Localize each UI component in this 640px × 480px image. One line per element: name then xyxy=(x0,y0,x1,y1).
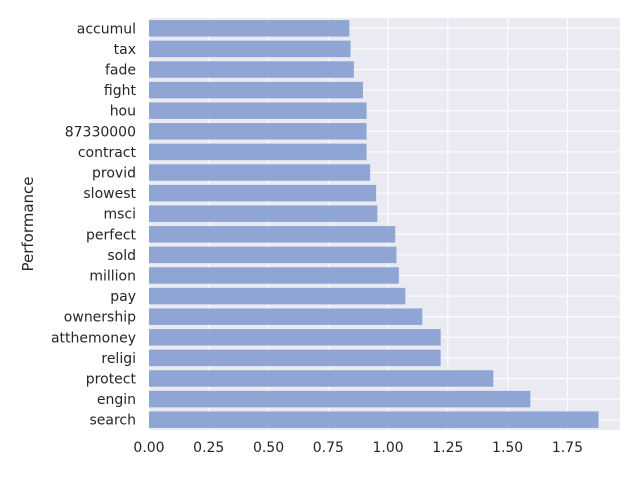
x-tick-labels: 0.00 0.25 0.50 0.75 1.00 1.25 1.50 1.75 xyxy=(133,440,583,456)
y-tick-label: ownership xyxy=(64,310,136,326)
bar-search xyxy=(149,411,599,428)
y-tick-labels: search engin protect religi atthemoney owners… xyxy=(51,21,137,428)
x-tick-label: 0.75 xyxy=(313,440,344,456)
x-tick-label: 0.00 xyxy=(133,440,164,456)
bars xyxy=(149,20,599,428)
bar-religi xyxy=(149,349,441,367)
plot-background xyxy=(149,18,620,430)
y-tick-label: fade xyxy=(105,63,136,79)
y-tick-label: provid xyxy=(92,166,136,182)
y-tick-label: slowest xyxy=(83,186,136,202)
y-tick-label: contract xyxy=(78,145,137,161)
bar-fight xyxy=(149,81,363,99)
bar-slowest xyxy=(149,184,377,202)
y-tick-label: million xyxy=(89,269,136,285)
bar-hou xyxy=(149,102,367,119)
bar-msci xyxy=(149,205,378,222)
bar-atthemoney xyxy=(149,329,441,346)
x-tick-label: 0.25 xyxy=(193,440,224,456)
bar-protect xyxy=(149,370,494,387)
bar-ownership xyxy=(149,308,423,325)
x-tick-label: 0.50 xyxy=(253,440,284,456)
y-tick-label: religi xyxy=(101,351,136,367)
y-tick-label: protect xyxy=(86,372,137,388)
y-tick-label: fight xyxy=(104,83,137,99)
y-tick-label: hou xyxy=(110,104,136,120)
bar-tax xyxy=(149,40,351,58)
y-tick-label: accumul xyxy=(77,21,136,37)
bar-million xyxy=(149,267,399,284)
x-tick-label: 1.50 xyxy=(492,440,523,456)
x-tick-label: 1.75 xyxy=(552,440,583,456)
y-tick-label: tax xyxy=(114,42,136,58)
bar-fade xyxy=(149,61,354,78)
y-axis-title: Performance xyxy=(19,176,37,271)
y-tick-label: perfect xyxy=(86,227,136,243)
y-tick-label: search xyxy=(89,413,136,429)
bar-accumul xyxy=(149,20,350,37)
x-tick-label: 1.25 xyxy=(432,440,463,456)
bar-contract xyxy=(149,143,367,161)
bar-perfect xyxy=(149,226,396,243)
bar-engin xyxy=(149,390,531,408)
bar-pay xyxy=(149,287,406,305)
x-tick-label: 1.00 xyxy=(373,440,404,456)
y-tick-label: pay xyxy=(110,289,136,305)
y-tick-label: engin xyxy=(97,392,136,408)
bar-sold xyxy=(149,246,397,264)
y-tick-label: atthemoney xyxy=(51,330,136,346)
y-tick-label: sold xyxy=(107,248,136,264)
y-tick-label: 87330000 xyxy=(65,124,136,140)
y-tick-label: msci xyxy=(103,207,136,223)
bar-provid xyxy=(149,164,371,181)
bar-87330000 xyxy=(149,123,367,140)
